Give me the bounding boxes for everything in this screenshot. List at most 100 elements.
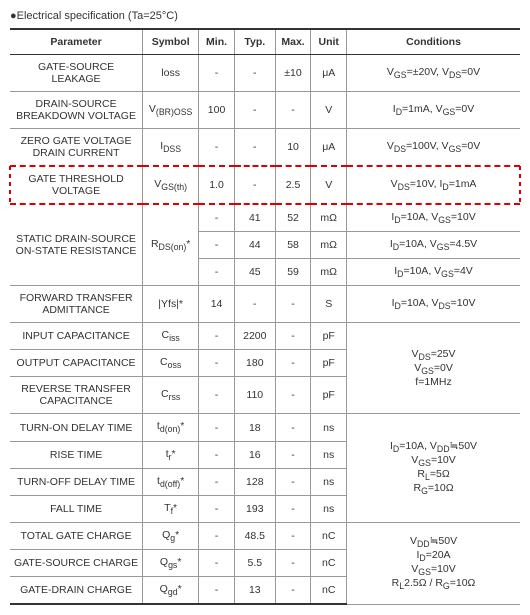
cell: mΩ: [311, 259, 347, 286]
cell: FALL TIME: [10, 495, 143, 522]
cell: -: [199, 577, 235, 605]
cell: -: [275, 441, 311, 468]
cell: -: [199, 323, 235, 350]
cell: -: [275, 549, 311, 576]
cell: 2200: [234, 323, 275, 350]
cell: INPUT CAPACITANCE: [10, 323, 143, 350]
cell: Qgd*: [143, 577, 199, 605]
cell: VDS=10V, ID=1mA: [347, 166, 520, 204]
cell: 48.5: [234, 522, 275, 549]
cell: -: [275, 414, 311, 441]
cell: mΩ: [311, 232, 347, 259]
cell: IDSS: [143, 129, 199, 167]
cell: VDD≒50VID=20AVGS=10VRL2.5Ω / RG=10Ω: [347, 522, 520, 604]
cell: ZERO GATE VOLTAGE DRAIN CURRENT: [10, 129, 143, 167]
cell: 100: [199, 92, 235, 129]
cell: VDS=100V, VGS=0V: [347, 129, 520, 167]
cell: -: [199, 441, 235, 468]
cell: ns: [311, 468, 347, 495]
table-row: INPUT CAPACITANCECiss-2200-pFVDS=25VVGS=…: [10, 323, 520, 350]
cell: ID=10A, VGS=4.5V: [347, 232, 520, 259]
cell: TURN-OFF DELAY TIME: [10, 468, 143, 495]
cell: Ciss: [143, 323, 199, 350]
cell: 128: [234, 468, 275, 495]
cell: -: [234, 129, 275, 167]
cell: 45: [234, 259, 275, 286]
cell: -: [199, 259, 235, 286]
cell: -: [234, 55, 275, 92]
cell: 14: [199, 286, 235, 323]
cell: 2.5: [275, 166, 311, 204]
cell: GATE THRESHOLD VOLTAGE: [10, 166, 143, 204]
cell: V(BR)OSS: [143, 92, 199, 129]
cell: DRAIN-SOURCE BREAKDOWN VOLTAGE: [10, 92, 143, 129]
cell: -: [199, 522, 235, 549]
cell: Coss: [143, 350, 199, 377]
cell: 52: [275, 204, 311, 232]
cell: -: [275, 495, 311, 522]
cell: -: [234, 286, 275, 323]
cell: nC: [311, 577, 347, 605]
cell: -: [199, 468, 235, 495]
cell: TURN-ON DELAY TIME: [10, 414, 143, 441]
cell: Crss: [143, 377, 199, 414]
col-header: Min.: [199, 29, 235, 55]
cell: -: [275, 577, 311, 605]
cell: 13: [234, 577, 275, 605]
col-header: Conditions: [347, 29, 520, 55]
cell: -: [199, 204, 235, 232]
cell: -: [275, 92, 311, 129]
table-row: TURN-ON DELAY TIMEtd(on)*-18-nsID=10A, V…: [10, 414, 520, 441]
cell: -: [275, 286, 311, 323]
cell: 58: [275, 232, 311, 259]
cell: RISE TIME: [10, 441, 143, 468]
cell: VGS(th): [143, 166, 199, 204]
cell: V: [311, 166, 347, 204]
table-row: TOTAL GATE CHARGEQg*-48.5-nCVDD≒50VID=20…: [10, 522, 520, 549]
table-row: STATIC DRAIN-SOURCE ON-STATE RESISTANCER…: [10, 204, 520, 232]
spec-table: ParameterSymbolMin.Typ.Max.UnitCondition…: [10, 28, 520, 605]
table-row: FORWARD TRANSFER ADMITTANCE|Yfs|*14--SID…: [10, 286, 520, 323]
cell: ID=10A, VDD≒50VVGS=10VRL=5ΩRG=10Ω: [347, 414, 520, 522]
cell: ±10: [275, 55, 311, 92]
cell: FORWARD TRANSFER ADMITTANCE: [10, 286, 143, 323]
cell: 180: [234, 350, 275, 377]
cell: 18: [234, 414, 275, 441]
cell: 193: [234, 495, 275, 522]
cell: Tf*: [143, 495, 199, 522]
cell: GATE-SOURCE CHARGE: [10, 549, 143, 576]
cell: μA: [311, 129, 347, 167]
cell: -: [199, 549, 235, 576]
col-header: Typ.: [234, 29, 275, 55]
cell: mΩ: [311, 204, 347, 232]
cell: -: [199, 129, 235, 167]
cell: GATE-SOURCE LEAKAGE: [10, 55, 143, 92]
col-header: Parameter: [10, 29, 143, 55]
cell: -: [275, 468, 311, 495]
cell: ID=10A, VGS=10V: [347, 204, 520, 232]
cell: td(on)*: [143, 414, 199, 441]
cell: VGS=±20V, VDS=0V: [347, 55, 520, 92]
cell: -: [234, 92, 275, 129]
cell: -: [199, 414, 235, 441]
cell: -: [199, 495, 235, 522]
cell: 41: [234, 204, 275, 232]
table-row: GATE THRESHOLD VOLTAGEVGS(th)1.0-2.5VVDS…: [10, 166, 520, 204]
cell: -: [275, 350, 311, 377]
cell: -: [199, 377, 235, 414]
cell: Qg*: [143, 522, 199, 549]
cell: |Yfs|*: [143, 286, 199, 323]
cell: td(off)*: [143, 468, 199, 495]
cell: -: [199, 55, 235, 92]
cell: ns: [311, 441, 347, 468]
cell: nC: [311, 549, 347, 576]
cell: ns: [311, 414, 347, 441]
cell: GATE-DRAIN CHARGE: [10, 577, 143, 605]
cell: loss: [143, 55, 199, 92]
cell: -: [275, 323, 311, 350]
cell: 16: [234, 441, 275, 468]
cell: 1.0: [199, 166, 235, 204]
cell: -: [199, 350, 235, 377]
cell: tr*: [143, 441, 199, 468]
spec-title: ●Electrical specification (Ta=25°C): [10, 10, 520, 22]
